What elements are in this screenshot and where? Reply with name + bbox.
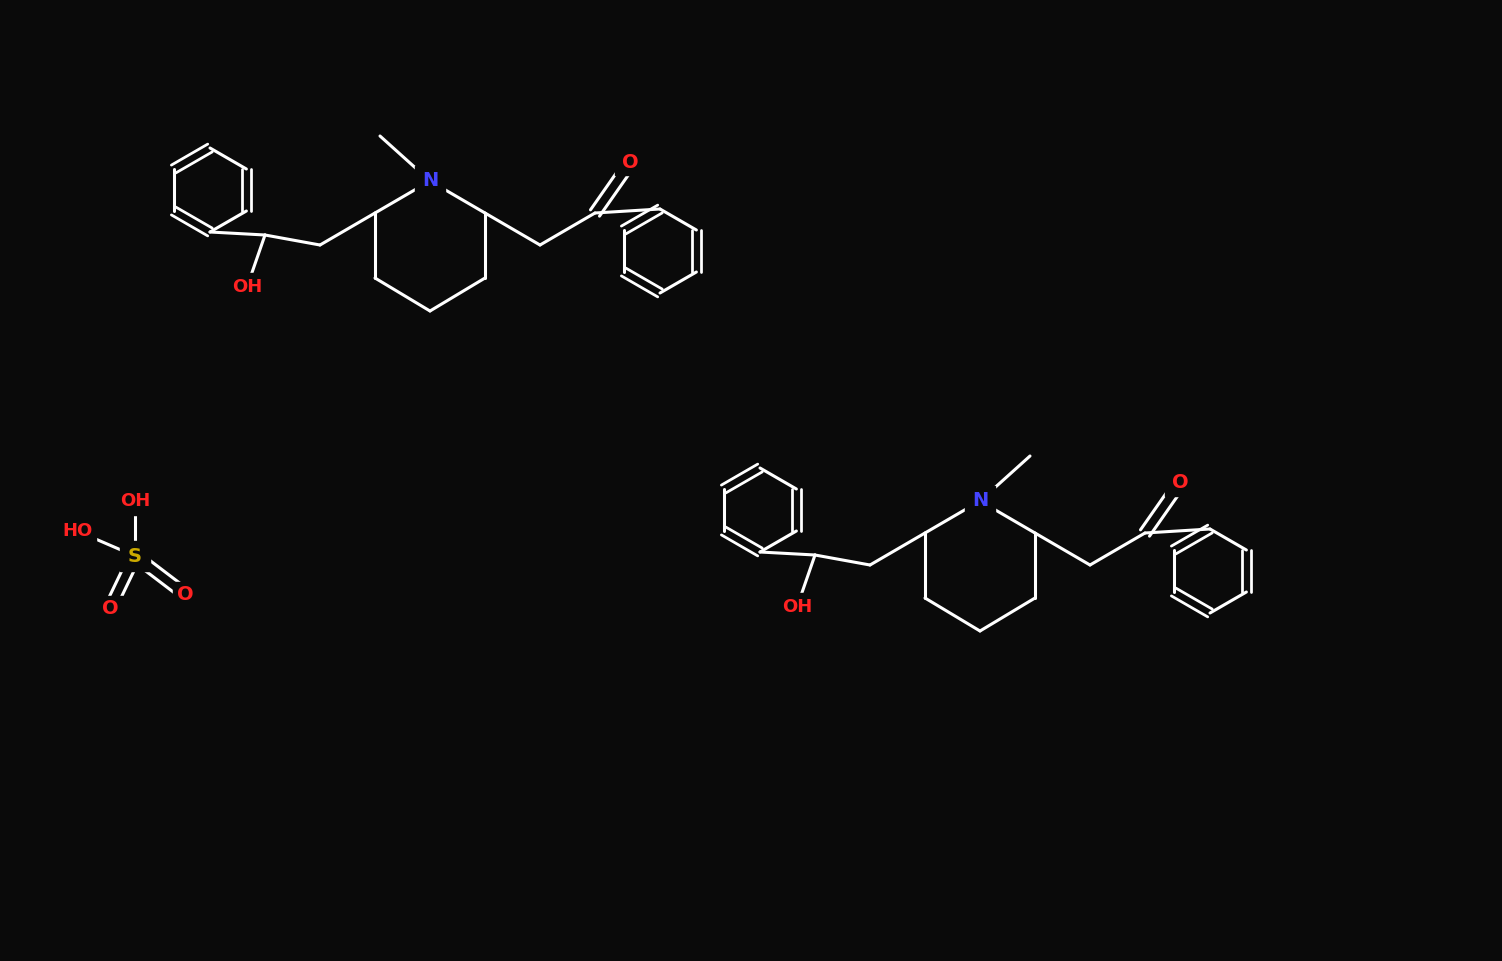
Text: O: O — [177, 584, 194, 604]
Bar — [415, 166, 445, 196]
Text: O: O — [1172, 474, 1188, 492]
Text: S: S — [128, 547, 143, 565]
Text: OH: OH — [231, 278, 263, 296]
Text: OH: OH — [120, 492, 150, 510]
Text: OH: OH — [783, 598, 813, 616]
Bar — [120, 541, 150, 571]
Text: N: N — [972, 491, 988, 510]
Bar — [59, 517, 96, 545]
Bar — [173, 581, 197, 606]
Text: HO: HO — [62, 522, 92, 540]
Text: N: N — [422, 171, 439, 190]
Text: O: O — [622, 154, 638, 173]
Bar — [116, 487, 155, 515]
Bar — [614, 151, 644, 176]
Bar — [778, 593, 816, 621]
Bar — [964, 486, 994, 516]
Bar — [1166, 471, 1196, 496]
Text: O: O — [102, 599, 119, 618]
Bar — [98, 596, 123, 621]
Bar — [228, 273, 266, 301]
